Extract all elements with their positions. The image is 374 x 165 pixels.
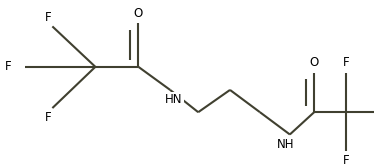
Text: F: F [343, 154, 349, 165]
Text: HN: HN [165, 93, 183, 106]
Text: F: F [5, 60, 12, 73]
Text: O: O [134, 7, 143, 20]
Text: NH: NH [278, 138, 295, 151]
Text: F: F [45, 11, 52, 24]
Text: F: F [343, 56, 349, 69]
Text: F: F [45, 111, 52, 124]
Text: O: O [310, 56, 319, 69]
